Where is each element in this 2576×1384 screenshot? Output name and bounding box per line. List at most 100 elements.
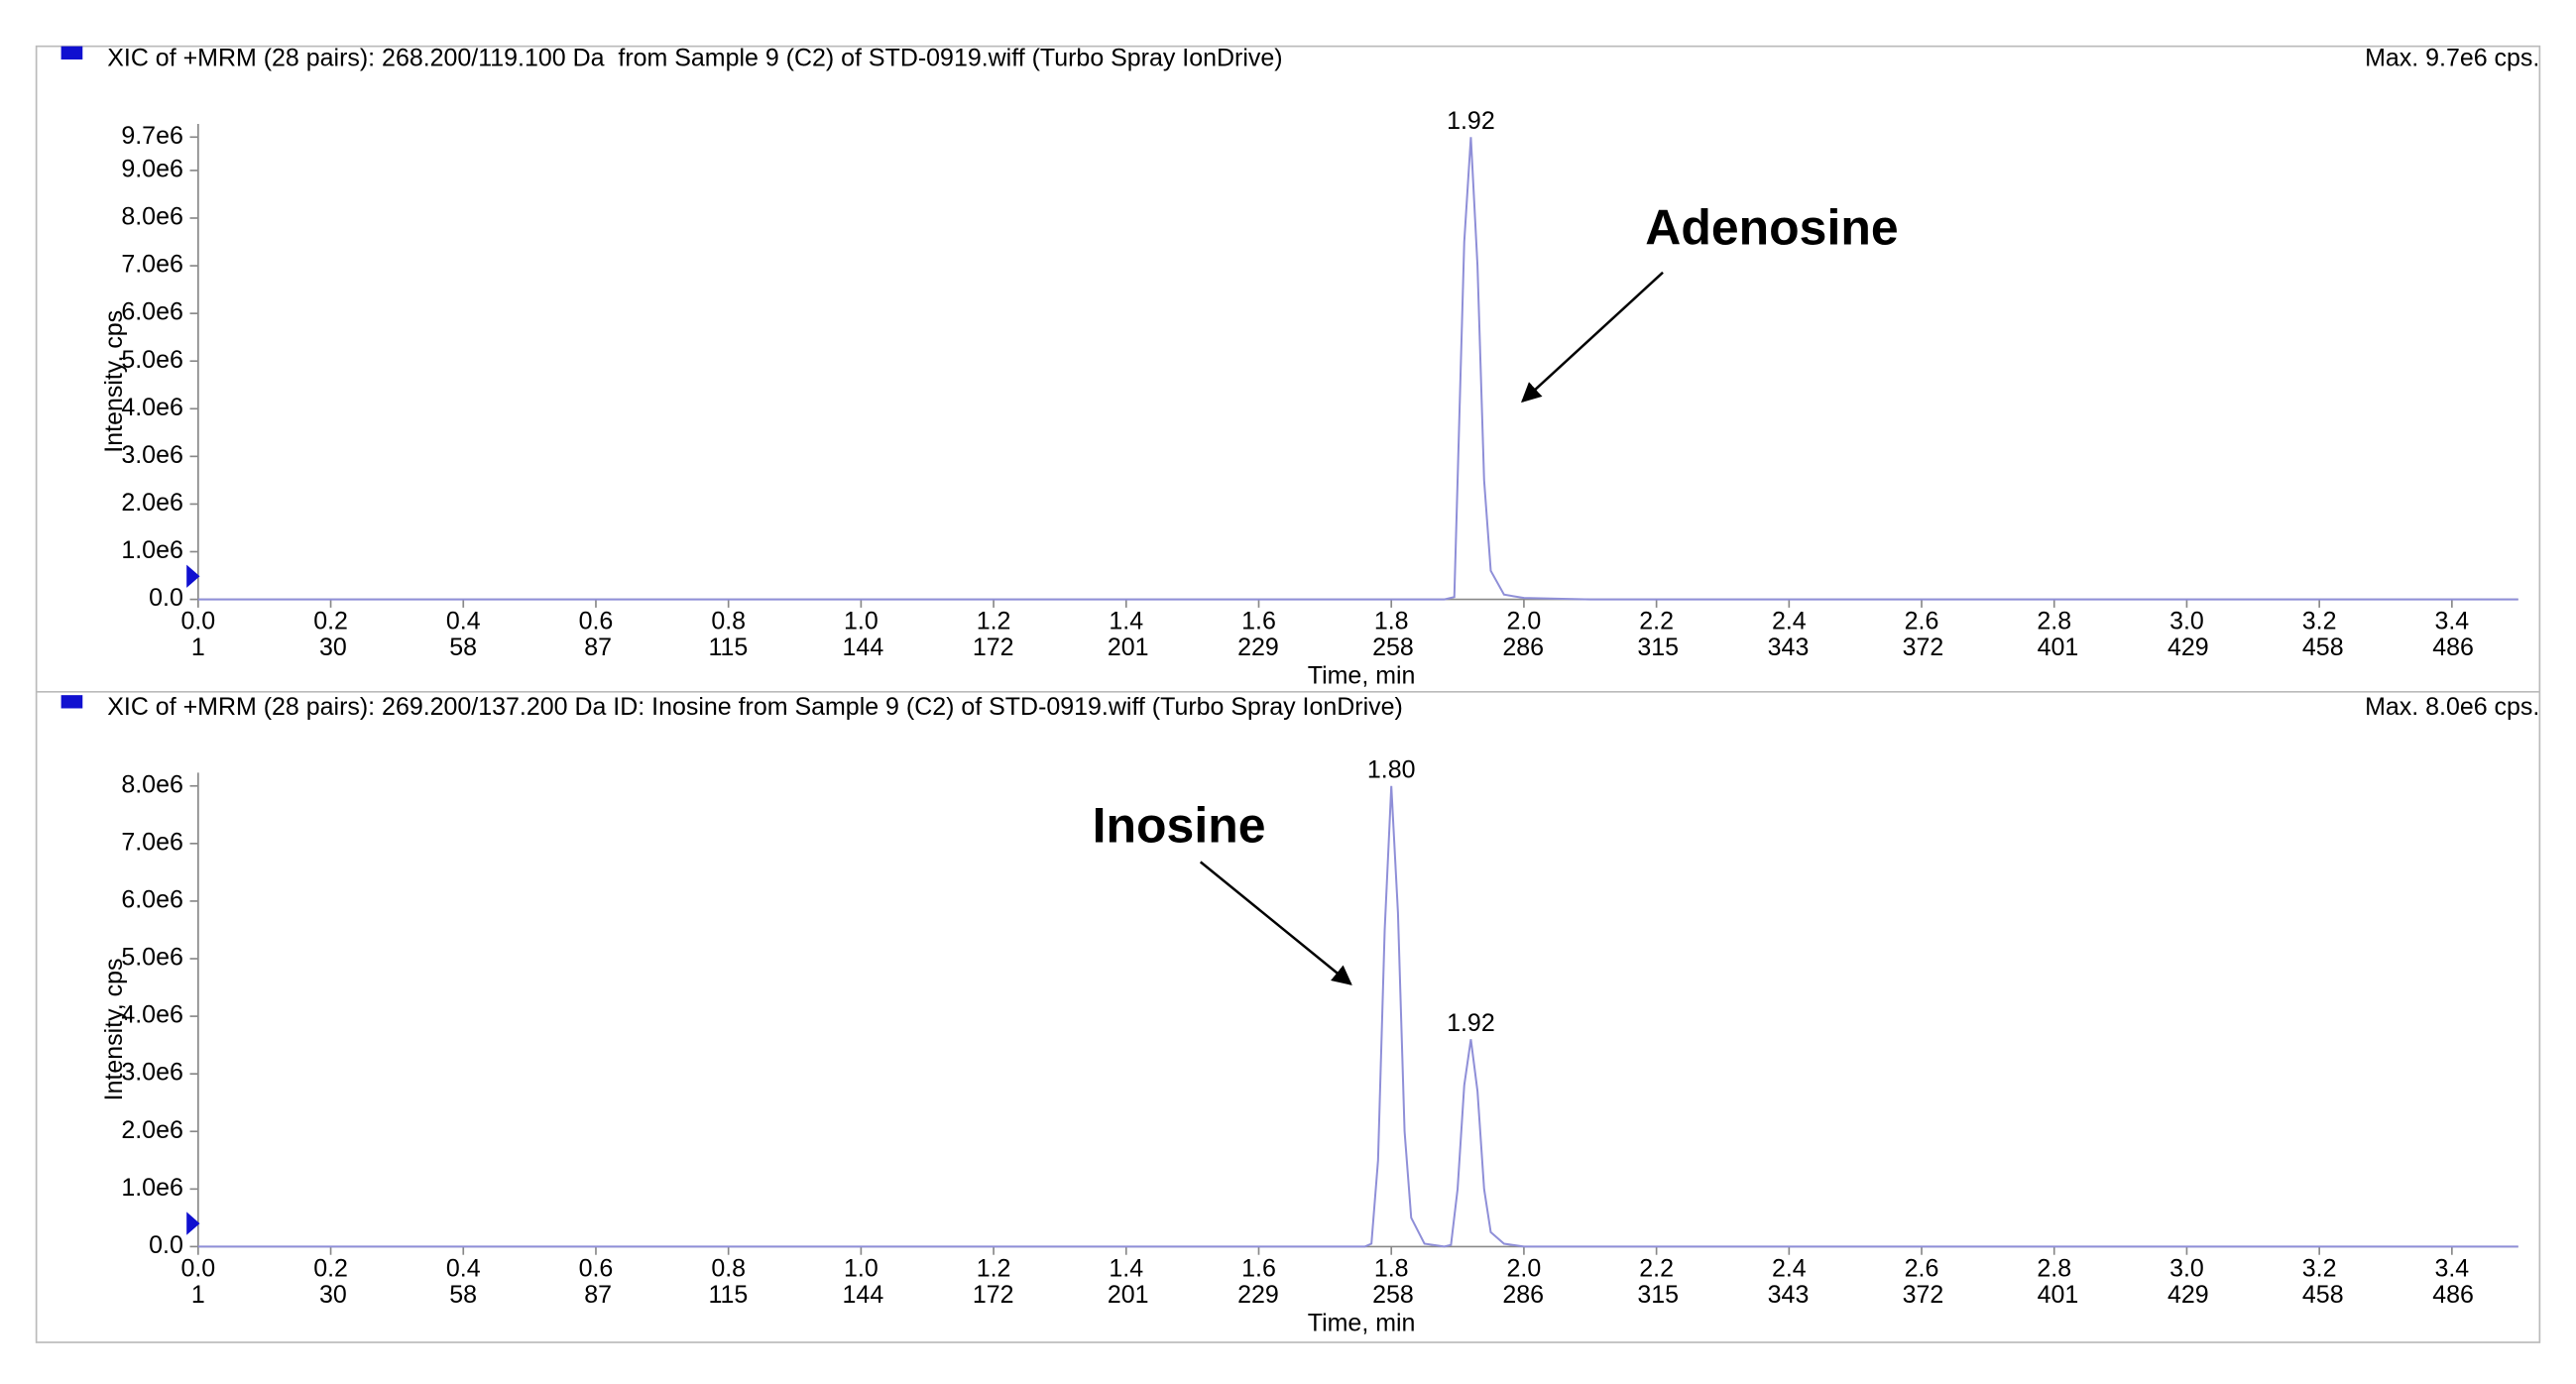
x-tick-label: 1.0 (844, 1254, 878, 1282)
y-tick-label: 5.0e6 (121, 346, 182, 374)
x-tick-label: 2.0 (1507, 1254, 1542, 1282)
annotation-arrow (1521, 271, 1664, 404)
x-tick-label: 1.4 (1109, 607, 1143, 634)
scan-tick-label: 429 (2167, 634, 2209, 661)
x-tick-label: 2.6 (1905, 1254, 1939, 1282)
scan-tick-label: 87 (584, 1281, 612, 1309)
y-axis-label: Intensity, cps (100, 310, 128, 453)
x-tick-label: 3.0 (2169, 607, 2204, 634)
scan-tick-label: 1 (191, 634, 205, 661)
y-tick-label: 6.0e6 (121, 298, 182, 326)
x-tick-label: 2.4 (1772, 607, 1807, 634)
y-tick-label: 2.0e6 (121, 489, 182, 517)
x-axis-label: Time, min (1308, 1309, 1416, 1336)
y-tick-label: 1.0e6 (121, 536, 182, 564)
x-tick-label: 3.4 (2434, 607, 2469, 634)
scan-tick-label: 87 (584, 634, 612, 661)
x-tick-label: 1.6 (1241, 607, 1276, 634)
scan-tick-label: 401 (2038, 1281, 2079, 1309)
scan-tick-label: 486 (2432, 634, 2474, 661)
peak-label: 1.80 (1367, 755, 1416, 783)
x-tick-label: 3.4 (2434, 1254, 2469, 1282)
scan-tick-label: 58 (449, 1281, 477, 1309)
x-tick-label: 1.2 (977, 607, 1011, 634)
max-intensity: Max. 8.0e6 cps. (2365, 693, 2539, 721)
x-tick-label: 2.2 (1639, 1254, 1674, 1282)
scan-tick-label: 144 (843, 1281, 884, 1309)
scan-tick-label: 458 (2302, 634, 2344, 661)
max-intensity: Max. 9.7e6 cps. (2365, 45, 2539, 72)
scan-tick-label: 30 (319, 634, 347, 661)
panel-marker (60, 695, 83, 709)
x-tick-label: 2.8 (2037, 607, 2071, 634)
x-tick-label: 0.4 (446, 607, 481, 634)
x-tick-label: 2.0 (1507, 607, 1542, 634)
x-tick-label: 3.0 (2169, 1254, 2204, 1282)
scan-tick-label: 172 (973, 634, 1014, 661)
x-tick-label: 2.8 (2037, 1254, 2071, 1282)
x-tick-label: 1.6 (1241, 1254, 1276, 1282)
scan-tick-label: 458 (2302, 1281, 2344, 1309)
x-tick-label: 2.6 (1905, 607, 1939, 634)
scan-tick-label: 144 (843, 634, 884, 661)
annotation: Inosine (1093, 797, 1266, 853)
x-tick-label: 2.2 (1639, 607, 1674, 634)
annotation-arrow (1199, 861, 1352, 985)
scan-tick-label: 486 (2432, 1281, 2474, 1309)
scan-tick-label: 115 (708, 1281, 748, 1309)
scan-tick-label: 343 (1768, 634, 1810, 661)
scan-tick-label: 201 (1108, 1281, 1149, 1309)
scan-tick-label: 258 (1372, 634, 1414, 661)
scan-tick-label: 58 (449, 634, 477, 661)
x-tick-label: 0.6 (579, 1254, 614, 1282)
x-tick-label: 0.0 (180, 1254, 215, 1282)
scan-tick-label: 401 (2038, 634, 2079, 661)
scan-tick-label: 30 (319, 1281, 347, 1309)
y-tick-label: 0.0 (149, 1231, 183, 1259)
x-tick-label: 0.4 (446, 1254, 481, 1282)
scan-tick-label: 315 (1637, 634, 1679, 661)
x-tick-label: 1.8 (1374, 607, 1409, 634)
scan-tick-label: 1 (191, 1281, 205, 1309)
x-tick-label: 1.4 (1109, 1254, 1143, 1282)
window-frame (35, 45, 2541, 1343)
xic-trace (197, 785, 2518, 1248)
x-tick-label: 0.2 (313, 607, 348, 634)
y-tick-label: 7.0e6 (121, 828, 182, 856)
x-tick-label: 0.6 (579, 607, 614, 634)
y-tick-label: 3.0e6 (121, 441, 182, 469)
y-tick-label: 4.0e6 (121, 1001, 182, 1029)
x-axis-label: Time, min (1308, 661, 1416, 689)
scan-tick-label: 115 (708, 634, 748, 661)
y-tick-label: 9.7e6 (121, 122, 182, 150)
panel-title: XIC of +MRM (28 pairs): 269.200/137.200 … (107, 693, 1403, 721)
y-tick-label: 4.0e6 (121, 394, 182, 421)
scan-tick-label: 372 (1903, 634, 1944, 661)
x-tick-label: 0.8 (711, 1254, 746, 1282)
y-tick-label: 5.0e6 (121, 944, 182, 972)
baseline-marker (186, 1211, 200, 1235)
y-tick-label: 1.0e6 (121, 1174, 182, 1202)
scan-tick-label: 372 (1903, 1281, 1944, 1309)
x-tick-label: 1.0 (844, 607, 878, 634)
x-tick-label: 0.8 (711, 607, 746, 634)
x-tick-label: 0.0 (180, 607, 215, 634)
y-tick-label: 2.0e6 (121, 1116, 182, 1144)
x-tick-label: 3.2 (2302, 607, 2337, 634)
scan-tick-label: 201 (1108, 634, 1149, 661)
y-tick-label: 9.0e6 (121, 156, 182, 183)
scan-tick-label: 343 (1768, 1281, 1810, 1309)
scan-tick-label: 315 (1637, 1281, 1679, 1309)
panel-marker (60, 46, 83, 59)
x-tick-label: 2.4 (1772, 1254, 1807, 1282)
baseline-marker (186, 564, 200, 588)
y-tick-label: 0.0 (149, 584, 183, 612)
xic-trace (197, 137, 2518, 601)
scan-tick-label: 286 (1502, 1281, 1544, 1309)
scan-tick-label: 229 (1237, 1281, 1279, 1309)
annotation: Adenosine (1645, 199, 1898, 255)
panel-title: XIC of +MRM (28 pairs): 268.200/119.100 … (107, 45, 1282, 72)
y-tick-label: 3.0e6 (121, 1059, 182, 1087)
